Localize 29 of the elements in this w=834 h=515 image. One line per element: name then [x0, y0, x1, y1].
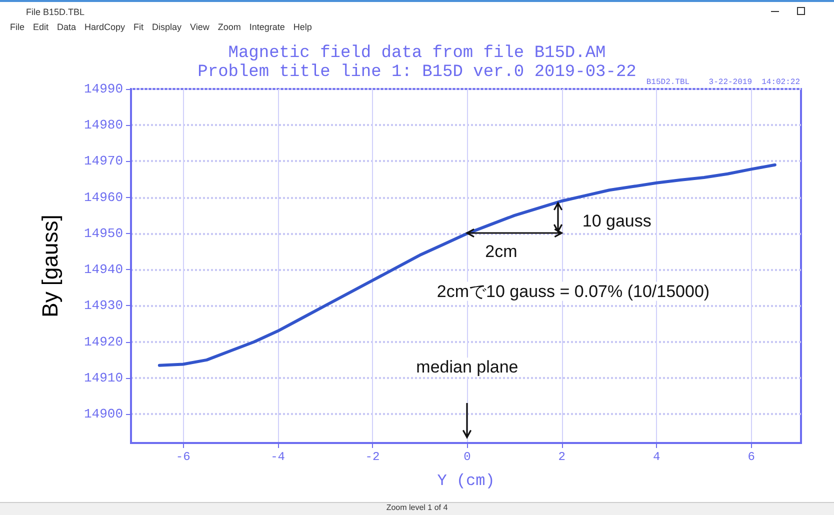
text: File Edit Data HardCopy Fit Display View Zoom Integrate Help — [10, 22, 312, 32]
x-tick-label: -4 — [270, 450, 285, 464]
text: B15D2.TBL 3-22-2019 14:02:22 — [646, 78, 800, 87]
annotation: 2cm — [485, 242, 518, 261]
chart-title: Magnetic field data from file B15D.AM — [228, 44, 606, 63]
x-tick-label: 2 — [558, 450, 566, 464]
x-tick-label: 4 — [652, 450, 660, 464]
x-tick-label: 6 — [748, 450, 755, 464]
chart-subtitle: Problem title line 1: B15D ver.0 2019-03-22 — [198, 63, 636, 82]
x-tick-label: -2 — [365, 450, 380, 464]
x-axis-title: Y (cm) — [437, 472, 495, 490]
y-tick-label: 14980 — [84, 118, 123, 133]
y-tick-label: 14970 — [84, 154, 123, 169]
annotation: median plane — [416, 358, 518, 377]
annotation: 2cmで10 gauss = 0.07% (10/15000) — [436, 282, 710, 301]
y-axis-title: By [gauss] — [38, 214, 62, 318]
text: File B15D.TBL — [26, 7, 85, 17]
y-tick-label: 14920 — [84, 334, 123, 350]
y-tick-label: 14900 — [84, 406, 123, 422]
x-tick-label: 0 — [464, 450, 471, 464]
y-tick-label: 14930 — [84, 298, 123, 314]
y-tick-label: 14960 — [84, 190, 123, 205]
y-tick-label: 14940 — [84, 262, 123, 278]
text: Zoom level 1 of 4 — [0, 502, 834, 515]
x-tick-label: -6 — [176, 450, 190, 464]
y-tick-label: 14950 — [84, 226, 123, 241]
annotation: 10 gauss — [582, 211, 652, 230]
y-tick-label: 14990 — [84, 82, 123, 96]
y-tick-label: 14910 — [84, 370, 123, 386]
